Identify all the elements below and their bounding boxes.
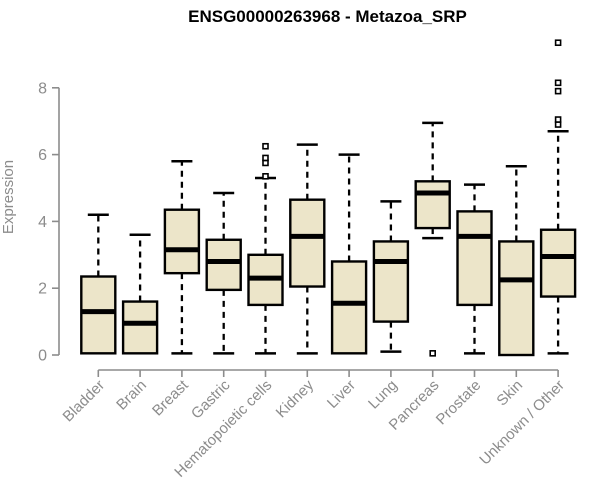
outlier-point (554, 79, 562, 87)
box (163, 208, 201, 275)
y-tick-label: 4 (38, 214, 47, 231)
box (289, 198, 326, 288)
outlier-point (262, 142, 269, 150)
x-tick-label: Skin (493, 377, 526, 410)
box (121, 300, 159, 355)
box (330, 260, 368, 355)
y-tick-label: 6 (38, 147, 47, 164)
outlier-point (554, 39, 562, 47)
x-tick-label: Breast (149, 376, 192, 419)
x-tick-label: Prostate (433, 377, 485, 429)
x-tick-label: Brain (113, 377, 150, 414)
outlier-point (554, 116, 562, 123)
outlier-point (262, 154, 269, 162)
y-tick-label: 2 (38, 281, 47, 298)
x-tick-label: Bladder (60, 377, 109, 426)
box (539, 228, 577, 298)
x-tick-label: Lung (365, 377, 401, 413)
x-tick-label: Kidney (273, 376, 318, 421)
x-tick-label: Liver (324, 377, 359, 412)
box (498, 240, 535, 357)
y-tick-label: 0 (38, 348, 47, 365)
outlier-point (262, 173, 269, 180)
chart-title: ENSG00000263968 - Metazoa_SRP (188, 7, 467, 26)
y-tick-label: 8 (38, 80, 47, 97)
box (372, 240, 410, 323)
outlier-point (429, 350, 437, 357)
box (205, 238, 242, 292)
outlier-point (554, 87, 562, 95)
box (80, 275, 117, 355)
box (456, 210, 493, 307)
box (414, 180, 451, 230)
y-axis-label: Expression (0, 159, 17, 235)
